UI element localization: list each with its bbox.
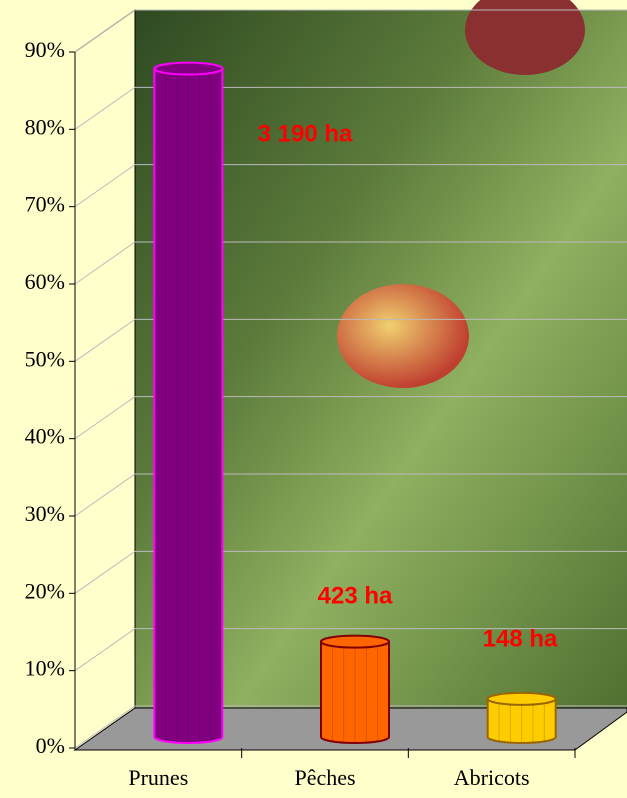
y-tick-label: 0% — [36, 733, 65, 758]
x-tick-label: Pêches — [294, 765, 355, 790]
bar-top — [321, 636, 389, 648]
x-tick-label: Abricots — [454, 765, 530, 790]
y-tick-label: 40% — [25, 424, 65, 449]
annotation: 148 ha — [483, 625, 558, 652]
y-tick-label: 60% — [25, 269, 65, 294]
bar-top — [154, 63, 222, 75]
annotation: 423 ha — [318, 582, 393, 609]
y-tick-label: 30% — [25, 501, 65, 526]
y-tick-label: 10% — [25, 656, 65, 681]
side-wall — [75, 10, 135, 750]
x-tick-label: Prunes — [128, 765, 188, 790]
y-tick-label: 20% — [25, 578, 65, 603]
chart: 0% 10% 20% 30% 40% 50% 60% 70% 80% 90% Prunes 3 190… — [0, 0, 627, 798]
y-tick-label: 70% — [25, 192, 65, 217]
annotation: 3 190 ha — [258, 120, 353, 147]
photo-fruit — [337, 284, 469, 388]
y-tick-label: 50% — [25, 346, 65, 371]
bar-top — [488, 693, 556, 705]
y-tick-label: 90% — [25, 37, 65, 62]
y-tick-label: 80% — [25, 114, 65, 139]
